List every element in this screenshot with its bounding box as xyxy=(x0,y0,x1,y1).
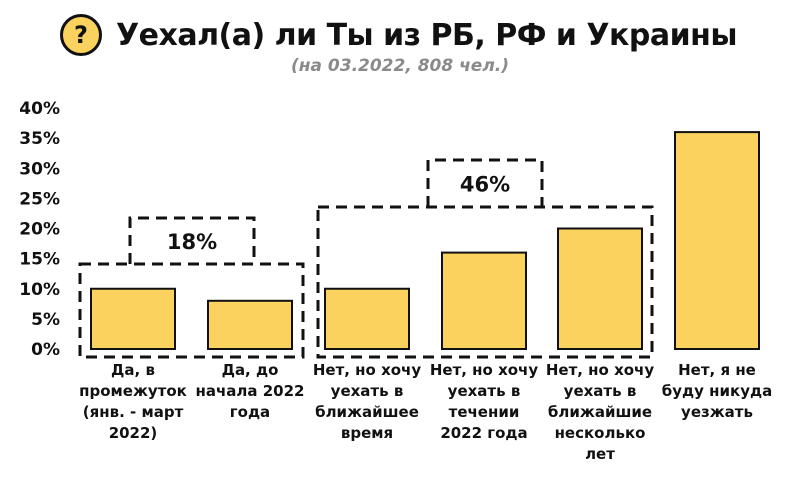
x-category-label-line: несколько xyxy=(555,424,646,442)
group-bracket-1 xyxy=(78,262,305,359)
chart-title: Уехал(а) ли Ты из РБ, РФ и Украины xyxy=(116,17,737,53)
x-category-label-line: начала 2022 xyxy=(196,382,305,400)
x-category-label: Нет, я не буду никуда уезжать xyxy=(662,361,772,421)
group-total-label: 18% xyxy=(167,230,217,254)
group-total-label: 46% xyxy=(460,173,510,197)
x-category-label-line: уезжать xyxy=(681,403,753,421)
x-category-label-line: течении xyxy=(449,403,520,421)
x-category-label-line: уехать в xyxy=(564,382,637,400)
x-category-label-line: Нет, но хочу xyxy=(546,361,655,379)
x-category-label-line: Нет, я не xyxy=(678,361,756,379)
chart-subtitle: (на 03.2022, 808 чел.) xyxy=(291,56,509,76)
y-tick-label: 40% xyxy=(19,99,60,119)
x-category-label-line: время xyxy=(341,424,393,442)
bar-2 xyxy=(207,299,293,350)
x-category-label-line: года xyxy=(230,403,270,421)
y-tick-label: 35% xyxy=(19,129,60,149)
x-category-label-line: Нет, но хочу xyxy=(430,361,539,379)
question-mark-icon: ? xyxy=(60,14,102,56)
group-tab-2 xyxy=(426,158,544,207)
y-tick-label: 10% xyxy=(19,280,60,300)
y-tick-label: 15% xyxy=(19,250,60,270)
x-category-label-line: Да, в xyxy=(111,361,155,379)
x-category-label-line: (янв. - март xyxy=(83,403,184,421)
x-category-label-line: Нет, но хочу xyxy=(313,361,422,379)
x-category-label-line: ближайшие xyxy=(548,403,652,421)
group-bracket-2 xyxy=(316,205,654,359)
y-tick-label: 20% xyxy=(19,220,60,240)
x-category-label-line: ближайшее xyxy=(315,403,419,421)
x-category-label-line: Да, до xyxy=(222,361,279,379)
bar-4 xyxy=(441,251,527,351)
x-category-label: Нет, но хочу уехать в ближайшие несколько ле… xyxy=(546,361,655,463)
x-category-label-line: буду никуда xyxy=(662,382,772,400)
title-row: ? Уехал(а) ли Ты из РБ, РФ и Украины xyxy=(60,10,737,60)
y-tick-label: 5% xyxy=(31,310,60,330)
x-category-label-line: уехать в xyxy=(331,382,404,400)
bar-3 xyxy=(324,287,410,350)
y-tick-label: 25% xyxy=(19,189,60,209)
bar-6 xyxy=(674,131,760,350)
bar-5 xyxy=(557,227,643,350)
group-tab-1 xyxy=(128,216,256,264)
bar-1 xyxy=(90,287,176,350)
x-category-label-line: уехать в xyxy=(448,382,521,400)
y-tick-label: 30% xyxy=(19,159,60,179)
x-category-label: Нет, но хочу уехать в ближайшее время xyxy=(313,361,422,442)
x-category-label-line: 2022) xyxy=(109,424,158,442)
x-category-label-line: промежуток xyxy=(79,382,187,400)
x-category-label-line: 2022 года xyxy=(440,424,527,442)
x-category-label: Да, до начала 2022 года xyxy=(196,361,305,421)
x-category-label-line: лет xyxy=(585,445,615,463)
x-category-label: Да, в промежуток (янв. - март 2022) xyxy=(79,361,187,442)
x-category-label: Нет, но хочу уехать в течении 2022 года xyxy=(430,361,539,442)
y-tick-label: 0% xyxy=(31,340,60,360)
